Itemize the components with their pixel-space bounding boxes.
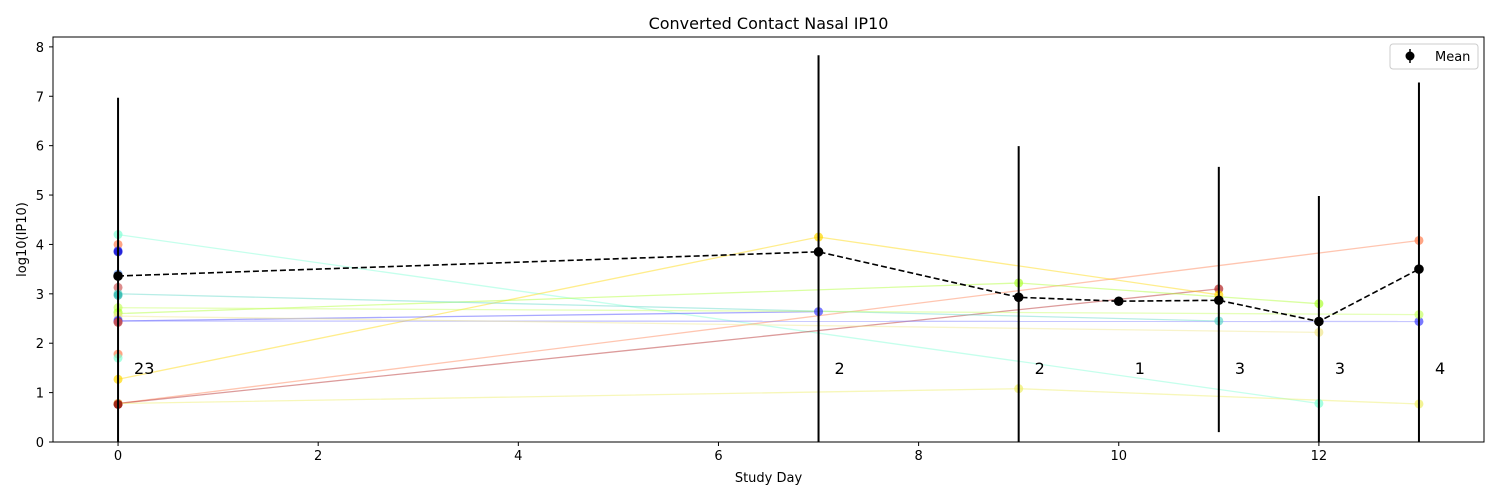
x-tick-label-3: 6: [714, 449, 722, 464]
x-tick-label-0: 0: [114, 449, 122, 464]
y-tick-label-2: 2: [36, 337, 44, 352]
count-label-1: 2: [835, 359, 845, 378]
subject-line-2: [117, 288, 1219, 405]
subject-line-9: [117, 307, 1420, 316]
x-tick-label-6: 12: [1311, 449, 1328, 464]
mean-marker-3: [1113, 296, 1124, 307]
count-label-6: 4: [1435, 359, 1445, 378]
y-tick-label-0: 0: [36, 436, 44, 451]
y-axis: 0 1 2 3 4 5 6 7 8: [36, 41, 53, 451]
subject-line-1: [117, 239, 1420, 405]
subject-line-10: [117, 315, 1319, 334]
chart-title: Converted Contact Nasal IP10: [649, 14, 889, 33]
mean-marker-4: [1214, 295, 1224, 306]
y-tick-label-7: 7: [36, 90, 44, 105]
count-label-5: 3: [1335, 359, 1345, 378]
mean-marker-1: [813, 247, 824, 257]
y-tick-label-8: 8: [36, 41, 44, 56]
subject-line-0: [117, 233, 1319, 405]
legend-box: [1389, 43, 1479, 70]
x-axis-label: Study Day: [735, 471, 803, 486]
x-tick-label-2: 4: [514, 449, 522, 464]
count-labels: 23 2 2 1 3 3 4: [134, 359, 1445, 378]
plot-frame: [52, 36, 1485, 443]
mean-series: [113, 55, 1424, 442]
x-axis: 0 2 4 6 8 10 12: [114, 442, 1327, 464]
subject-lines: [117, 233, 1420, 405]
count-label-4: 3: [1235, 359, 1245, 378]
subject-points: [113, 230, 1424, 409]
y-tick-label-1: 1: [36, 387, 44, 402]
y-tick-label-3: 3: [36, 288, 44, 303]
count-label-0: 23: [134, 359, 154, 378]
mean-marker-0: [113, 271, 123, 281]
subject-line-4: [117, 310, 819, 322]
legend: Mean: [1389, 43, 1479, 70]
x-tick-label-1: 2: [314, 449, 322, 464]
legend-marker: [1405, 51, 1415, 61]
y-tick-label-4: 4: [36, 238, 44, 253]
legend-label-mean: Mean: [1435, 50, 1470, 65]
count-label-2: 2: [1035, 359, 1045, 378]
mean-marker-5: [1314, 316, 1324, 327]
subject-line-8: [117, 293, 1219, 322]
x-tick-label-4: 8: [914, 449, 922, 464]
x-tick-label-5: 10: [1110, 449, 1127, 464]
mean-marker-2: [1013, 292, 1024, 303]
y-tick-label-6: 6: [36, 140, 44, 155]
count-label-3: 1: [1135, 359, 1145, 378]
mean-marker-6: [1414, 264, 1424, 274]
y-tick-label-5: 5: [36, 189, 44, 204]
subject-line-5: [117, 320, 1420, 323]
y-axis-label: log10(IP10): [15, 202, 30, 277]
